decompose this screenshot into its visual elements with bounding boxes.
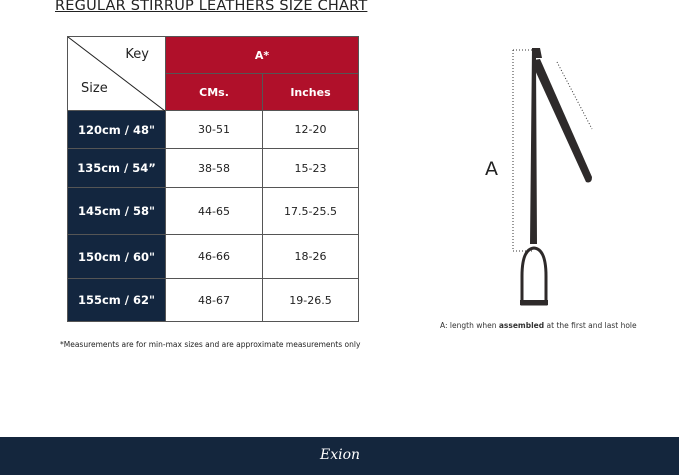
- group-header: A*: [165, 36, 359, 74]
- measurement-note: *Measurements are for min-max sizes and …: [60, 340, 361, 349]
- inches-cell: 15-23: [262, 148, 359, 188]
- cms-cell: 30-51: [165, 110, 263, 149]
- cms-cell: 48-67: [165, 278, 263, 322]
- cms-cell: 44-65: [165, 187, 263, 235]
- size-chart-table: Key Size A* CMs. Inches 120cm / 48" 30-51…: [67, 36, 359, 322]
- exion-logo: Exion: [320, 447, 361, 463]
- size-cell: 145cm / 58": [67, 187, 166, 235]
- table-row: 155cm / 62" 48-67 19-26.5: [67, 278, 359, 322]
- cms-cell: 46-66: [165, 234, 263, 279]
- key-label: Key: [125, 47, 149, 62]
- stirrup-iron: [520, 246, 548, 306]
- diagram-caption: A: length when assembled at the first an…: [440, 321, 637, 330]
- diagonal-divider: [68, 37, 165, 111]
- key-size-corner-cell: Key Size: [67, 36, 166, 111]
- table-row: 120cm / 48" 30-51 12-20: [67, 110, 359, 149]
- column-header-cms: CMs.: [165, 73, 263, 111]
- cms-cell: 38-58: [165, 148, 263, 188]
- size-cell: 120cm / 48": [67, 110, 166, 149]
- inches-cell: 17.5-25.5: [262, 187, 359, 235]
- dimension-a-label: A: [485, 158, 498, 180]
- inches-cell: 12-20: [262, 110, 359, 149]
- caption-text-end: at the first and last hole: [544, 321, 637, 330]
- page-title: REGULAR STIRRUP LEATHERS SIZE CHART: [55, 0, 368, 14]
- size-label: Size: [81, 81, 108, 96]
- table-row: 145cm / 58" 44-65 17.5-25.5: [67, 187, 359, 235]
- table-row: 135cm / 54” 38-58 15-23: [67, 148, 359, 188]
- stirrup-leather-illustration: [512, 48, 593, 306]
- column-header-inches: Inches: [262, 73, 359, 111]
- footer-bar: [0, 437, 679, 475]
- strap-main: [530, 48, 542, 244]
- table-row: 150cm / 60" 46-66 18-26: [67, 234, 359, 279]
- caption-text: A: length when: [440, 321, 499, 330]
- size-cell: 150cm / 60": [67, 234, 166, 279]
- inches-cell: 19-26.5: [262, 278, 359, 322]
- size-cell: 155cm / 62": [67, 278, 166, 322]
- strap-tail: [534, 59, 592, 183]
- inches-cell: 18-26: [262, 234, 359, 279]
- caption-bold: assembled: [498, 321, 545, 330]
- size-cell: 135cm / 54”: [67, 148, 166, 188]
